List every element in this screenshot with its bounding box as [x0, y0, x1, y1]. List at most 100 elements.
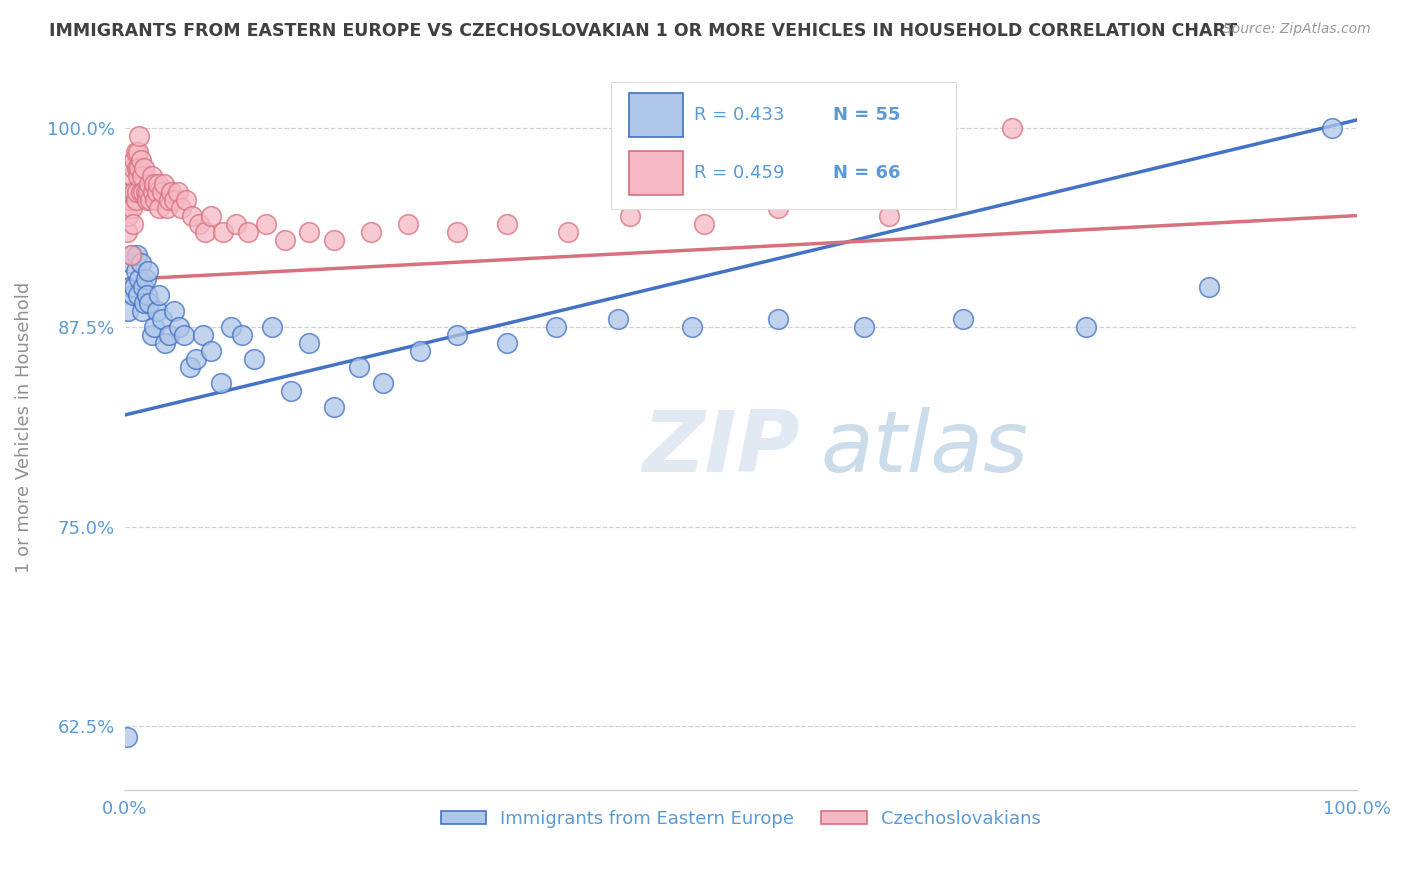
Point: [125, 248, 148, 262]
Point: [117, 209, 139, 223]
Point: [145, 193, 167, 207]
Point: [121, 169, 143, 183]
Point: [619, 209, 641, 223]
Point: [495, 336, 517, 351]
Point: [125, 145, 148, 159]
Point: [141, 328, 163, 343]
Point: [129, 256, 152, 270]
Point: [231, 328, 253, 343]
Point: [298, 336, 321, 351]
Point: [212, 225, 235, 239]
Point: [120, 256, 142, 270]
Point: [544, 320, 567, 334]
Point: [298, 225, 321, 239]
Point: [127, 288, 149, 302]
Point: [952, 312, 974, 326]
Y-axis label: 1 or more Vehicles in Household: 1 or more Vehicles in Household: [15, 281, 32, 573]
Point: [150, 185, 173, 199]
Point: [141, 169, 163, 183]
Point: [143, 177, 166, 191]
Point: [135, 193, 157, 207]
Point: [150, 312, 173, 326]
Point: [135, 185, 157, 199]
Point: [128, 161, 150, 175]
Point: [121, 248, 143, 262]
Point: [200, 209, 222, 223]
Point: [373, 376, 395, 391]
Point: [128, 128, 150, 143]
Point: [766, 312, 789, 326]
Point: [132, 185, 155, 199]
Point: [122, 161, 145, 175]
Text: ZIP: ZIP: [643, 408, 800, 491]
Point: [1322, 120, 1344, 135]
Point: [135, 272, 157, 286]
Point: [129, 185, 152, 199]
Text: Source: ZipAtlas.com: Source: ZipAtlas.com: [1223, 22, 1371, 37]
Point: [243, 352, 266, 367]
Point: [148, 288, 170, 302]
Point: [170, 201, 193, 215]
Point: [254, 217, 277, 231]
Point: [173, 328, 195, 343]
Point: [179, 360, 201, 375]
Point: [225, 217, 247, 231]
Point: [194, 225, 217, 239]
Point: [143, 320, 166, 334]
Point: [1074, 320, 1097, 334]
Point: [693, 217, 716, 231]
Point: [877, 209, 900, 223]
Point: [135, 288, 157, 302]
Point: [127, 145, 149, 159]
Text: atlas: atlas: [821, 408, 1029, 491]
Point: [187, 217, 209, 231]
Point: [853, 320, 876, 334]
Point: [446, 328, 468, 343]
Point: [118, 280, 141, 294]
Point: [129, 153, 152, 167]
FancyBboxPatch shape: [628, 93, 683, 137]
Point: [280, 384, 302, 398]
Point: [236, 225, 259, 239]
Point: [167, 320, 190, 334]
Point: [360, 225, 382, 239]
Point: [766, 201, 789, 215]
Point: [396, 217, 419, 231]
Point: [125, 264, 148, 278]
Point: [120, 185, 142, 199]
Point: [274, 233, 297, 247]
Text: N = 55: N = 55: [834, 106, 901, 124]
Point: [125, 185, 148, 199]
Point: [495, 217, 517, 231]
FancyBboxPatch shape: [612, 82, 956, 210]
Point: [163, 304, 186, 318]
Point: [134, 296, 156, 310]
Point: [125, 193, 148, 207]
Legend: Immigrants from Eastern Europe, Czechoslovakians: Immigrants from Eastern Europe, Czechosl…: [433, 803, 1047, 835]
Point: [1198, 280, 1220, 294]
Point: [145, 304, 167, 318]
Point: [138, 177, 160, 191]
Point: [262, 320, 284, 334]
Point: [124, 185, 146, 199]
Point: [157, 328, 180, 343]
Point: [139, 193, 162, 207]
Point: [145, 185, 167, 199]
Point: [146, 177, 169, 191]
Point: [163, 193, 186, 207]
Text: N = 66: N = 66: [834, 164, 901, 182]
Point: [134, 161, 156, 175]
Point: [209, 376, 232, 391]
Point: [148, 201, 170, 215]
Point: [166, 185, 188, 199]
Point: [153, 177, 176, 191]
Text: R = 0.433: R = 0.433: [695, 106, 785, 124]
Point: [157, 193, 180, 207]
Point: [122, 288, 145, 302]
Point: [127, 169, 149, 183]
Point: [184, 352, 207, 367]
Point: [446, 225, 468, 239]
Point: [136, 264, 159, 278]
Point: [117, 304, 139, 318]
Point: [132, 280, 155, 294]
